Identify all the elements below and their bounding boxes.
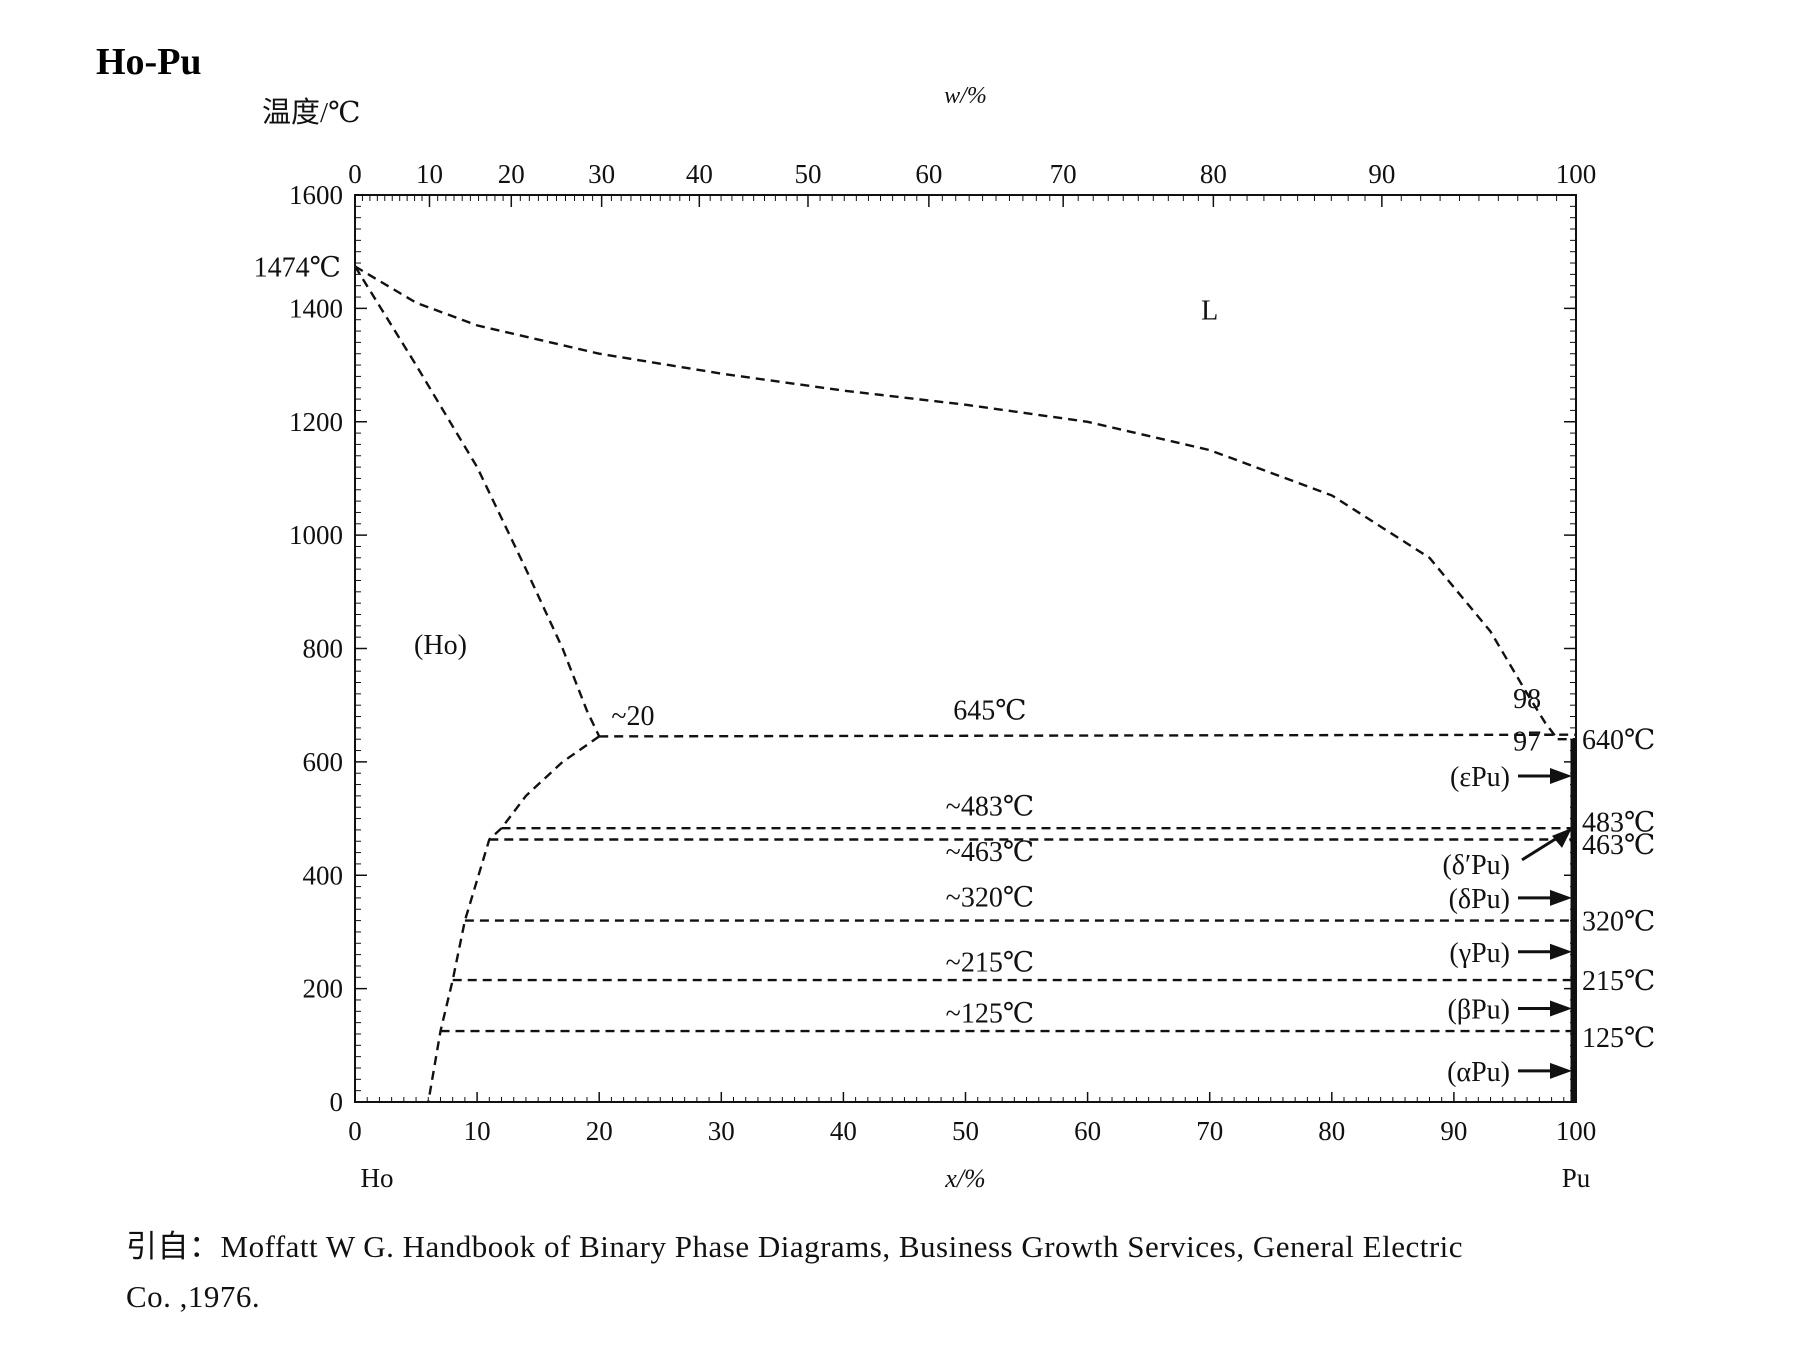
- top-tick-label: 90: [1368, 159, 1395, 189]
- x-tick-label: 0: [348, 1116, 362, 1146]
- chart-labels: 0 10 20 30 40 50 60 70 80 90 100020040060080010001…: [254, 83, 1656, 1193]
- annotation: ~483℃: [946, 792, 1034, 823]
- top-tick-label: 100: [1556, 159, 1597, 189]
- phase-label: (βPu): [1448, 994, 1510, 1025]
- left-end-label: Ho: [361, 1163, 394, 1193]
- annotation: 98: [1513, 684, 1541, 715]
- right-temp-label: 320℃: [1582, 907, 1655, 938]
- x-tick-label: 60: [1074, 1116, 1101, 1146]
- y-tick-label: 1200: [289, 407, 343, 437]
- page-title: Ho-Pu: [96, 41, 202, 83]
- phase-boundary-3: [599, 733, 1577, 738]
- phase-label: (δ′Pu): [1442, 850, 1510, 881]
- annotation: ~20: [611, 701, 654, 732]
- top-tick-label: 80: [1200, 159, 1227, 189]
- right-temp-label: 640℃: [1582, 725, 1655, 756]
- x-tick-label: 80: [1318, 1116, 1345, 1146]
- phase-arrowhead: [1550, 1000, 1572, 1017]
- phase-label: (αPu): [1447, 1057, 1510, 1088]
- phase-arrowhead: [1550, 768, 1572, 785]
- citation: 引自：Moffatt W G. Handbook of Binary Phase…: [126, 1222, 1786, 1322]
- phase-boundary-1: [353, 265, 601, 737]
- right-end-label: Pu: [1562, 1163, 1591, 1193]
- phase-boundaries: [353, 265, 1577, 1103]
- citation-line-2: Co. ,1976.: [126, 1279, 261, 1314]
- top-tick-label: 20: [498, 159, 525, 189]
- y-tick-label: 1600: [289, 180, 343, 210]
- right-temp-label: 463℃: [1582, 830, 1655, 861]
- y-tick-label: 200: [303, 974, 344, 1004]
- right-temp-label: 483℃: [1582, 807, 1655, 838]
- y-tick-label: 400: [303, 860, 344, 890]
- phase-arrowhead: [1550, 889, 1572, 906]
- phase-label: (εPu): [1450, 762, 1510, 793]
- x-tick-label: 100: [1556, 1116, 1597, 1146]
- x-tick-label: 50: [952, 1116, 979, 1146]
- x-tick-label: 10: [464, 1116, 491, 1146]
- annotation: ~463℃: [946, 837, 1034, 868]
- y-tick-label: 800: [303, 634, 344, 664]
- annotation: 97: [1513, 727, 1541, 758]
- annotation: L: [1201, 296, 1218, 327]
- annotation: ~215℃: [946, 948, 1034, 979]
- annotation: 645℃: [953, 695, 1026, 726]
- phase-arrowhead: [1550, 943, 1572, 960]
- x-tick-label: 20: [586, 1116, 613, 1146]
- y-tick-label: 1400: [289, 293, 343, 323]
- x-tick-label: 30: [708, 1116, 735, 1146]
- top-tick-label: 50: [794, 159, 821, 189]
- top-tick-label: 40: [686, 159, 713, 189]
- annotation: (Ho): [414, 630, 467, 661]
- phase-arrowhead: [1550, 1062, 1572, 1079]
- top-axis-title: w/%: [944, 83, 987, 109]
- phase-boundary-2: [427, 735, 600, 1103]
- right-temp-label: 125℃: [1582, 1023, 1655, 1054]
- y-tick-label: 1000: [289, 520, 343, 550]
- x-tick-label: 40: [830, 1116, 857, 1146]
- right-temp-label: 215℃: [1582, 966, 1655, 997]
- y-tick-label: 0: [330, 1087, 344, 1117]
- top-tick-label: 10: [416, 159, 443, 189]
- annotation: 1474℃: [254, 252, 341, 283]
- x-axis-title: x/%: [944, 1164, 985, 1193]
- annotation: ~320℃: [946, 882, 1034, 913]
- top-tick-label: 70: [1050, 159, 1077, 189]
- top-tick-label: 60: [915, 159, 942, 189]
- x-tick-label: 70: [1196, 1116, 1223, 1146]
- citation-line-1: 引自：Moffatt W G. Handbook of Binary Phase…: [126, 1229, 1464, 1264]
- annotation: ~125℃: [946, 999, 1034, 1030]
- phase-label: (γPu): [1449, 938, 1510, 969]
- y-tick-label: 600: [303, 747, 344, 777]
- y-axis-title: 温度/℃: [262, 96, 361, 129]
- x-tick-label: 90: [1440, 1116, 1467, 1146]
- top-tick-label: 0: [348, 159, 362, 189]
- top-tick-label: 30: [588, 159, 615, 189]
- phase-arrowhead: [1552, 827, 1572, 848]
- phase-label: (δPu): [1449, 884, 1510, 915]
- phase-boundary-0: [354, 265, 1559, 740]
